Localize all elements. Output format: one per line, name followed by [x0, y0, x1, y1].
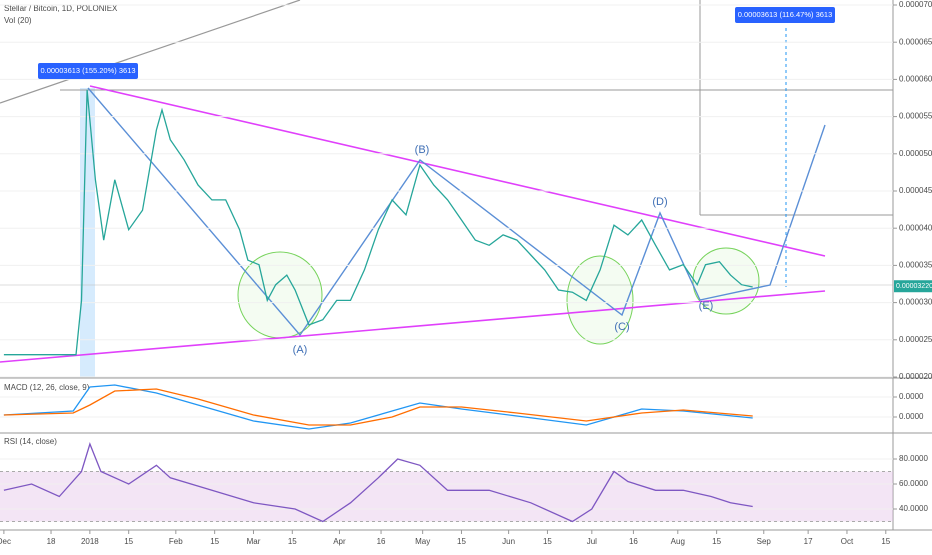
x-tick-label: Sep	[757, 537, 772, 546]
indicator-line	[3, 388, 753, 426]
measure-box	[735, 7, 835, 23]
x-tick-label: 18	[47, 537, 56, 546]
y-tick-label: 0.00003500	[899, 261, 932, 270]
wave-label: (B)	[415, 144, 430, 156]
x-tick-label: Oct	[841, 537, 854, 546]
x-tick-label: 16	[629, 537, 638, 546]
x-tick-label: 15	[712, 537, 721, 546]
y-tick-label: 80.0000	[899, 454, 928, 463]
x-tick-label: 15	[881, 537, 890, 546]
y-tick-label: 0.00002500	[899, 335, 932, 344]
chart-title: Stellar / Bitcoin, 1D, POLONIEX	[4, 4, 118, 13]
range-highlight	[80, 88, 95, 377]
y-tick-label: 0.00006500	[899, 37, 932, 46]
wave-line	[87, 87, 826, 337]
volume-label: Vol (20)	[4, 16, 32, 25]
x-tick-label: 16	[377, 537, 386, 546]
wave-label: (D)	[652, 196, 667, 208]
x-tick-label: 17	[804, 537, 813, 546]
price-line	[3, 442, 753, 523]
x-tick-label: Dec	[0, 537, 11, 546]
y-tick-label: 0.00004500	[899, 186, 932, 195]
y-tick-label: 0.00006000	[899, 75, 932, 84]
measure-label: 0.00003613 (116.47%) 3613	[738, 10, 833, 19]
x-tick-label: 15	[288, 537, 297, 546]
trend-line	[0, 0, 301, 104]
measure-label: 0.00003613 (155.20%) 3613	[40, 66, 135, 75]
x-tick-label: 15	[543, 537, 552, 546]
x-tick-label: Feb	[169, 537, 183, 546]
x-tick-label: Jul	[587, 537, 597, 546]
y-tick-label: 40.0000	[899, 504, 928, 513]
x-tick-label: 15	[210, 537, 219, 546]
x-tick-label: Jun	[502, 537, 515, 546]
x-tick-label: 2018	[81, 537, 99, 546]
last-price-label: 0.00003220	[896, 283, 932, 290]
price-line	[3, 89, 753, 356]
x-tick-label: Apr	[333, 537, 346, 546]
measure-box	[38, 63, 138, 79]
circle	[566, 255, 634, 345]
panel-title: RSI (14, close)	[4, 437, 57, 446]
y-tick-label: 0.00005000	[899, 149, 932, 158]
resistance-line	[89, 85, 826, 257]
y-tick-label: 0.00005500	[899, 112, 932, 121]
x-tick-label: May	[415, 537, 430, 546]
y-tick-label: 60.0000	[899, 479, 928, 488]
x-tick-label: 15	[124, 537, 133, 546]
y-tick-label: 0.0000	[899, 392, 924, 401]
y-tick-label: 0.00002000	[899, 372, 932, 381]
panel-title: MACD (12, 26, close, 9)	[4, 383, 90, 392]
x-tick-label: 15	[457, 537, 466, 546]
y-tick-label: 0.00003000	[899, 298, 932, 307]
x-tick-label: Mar	[247, 537, 261, 546]
y-tick-label: 0.0000	[899, 412, 924, 421]
y-tick-label: 0.00007000	[899, 0, 932, 9]
y-tick-label: 0.00004000	[899, 223, 932, 232]
rsi-band	[0, 471, 893, 522]
wave-label: (C)	[614, 321, 629, 333]
wave-label: (A)	[293, 344, 308, 356]
last-price-tag	[894, 280, 932, 293]
wave-label: (E)	[699, 300, 714, 312]
indicator-line	[3, 384, 753, 430]
x-tick-label: Aug	[671, 537, 685, 546]
